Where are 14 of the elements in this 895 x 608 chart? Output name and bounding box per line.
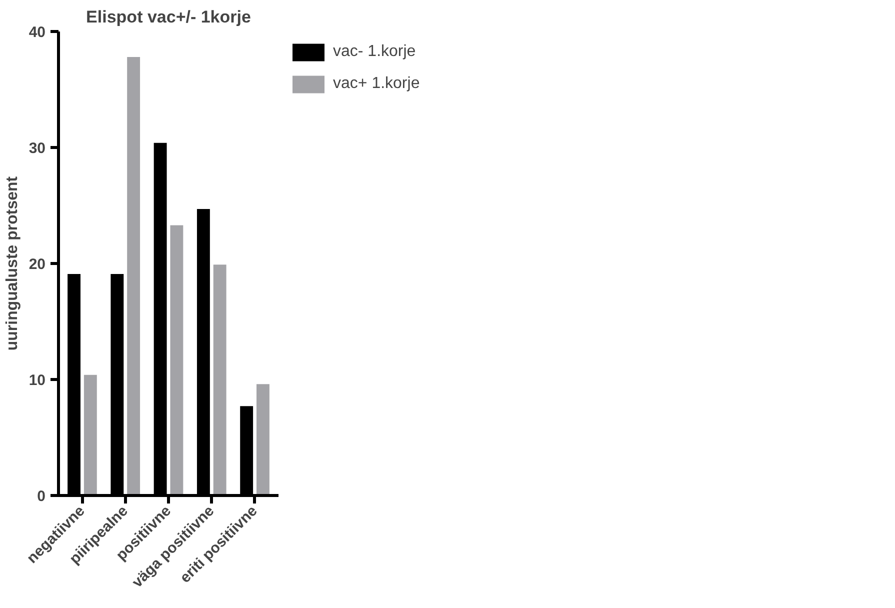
bar [127,57,140,496]
y-tick-label: 10 [28,372,46,389]
y-tick-label: 30 [28,140,46,157]
legend-label: vac- 1.korje [333,43,416,61]
bar [256,384,270,496]
chart-title: Elispot vac+/- 1korje [86,8,251,26]
y-tick-label: 40 [28,24,46,41]
y-axis-title: uuringualuste protsent [4,176,21,351]
y-tick-label: 0 [37,488,46,505]
bar [213,264,226,496]
bar [170,225,184,496]
bar [84,374,97,496]
legend-label: vac+ 1.korje [333,75,420,93]
y-tick-label: 20 [28,256,46,273]
